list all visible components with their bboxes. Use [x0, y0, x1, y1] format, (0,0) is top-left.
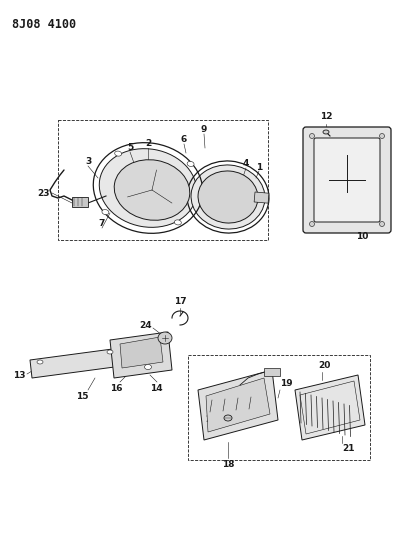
Ellipse shape	[144, 365, 152, 369]
Ellipse shape	[107, 350, 113, 354]
Text: 15: 15	[76, 392, 88, 401]
Polygon shape	[295, 375, 365, 440]
Text: 19: 19	[280, 379, 292, 388]
Text: 23: 23	[38, 189, 50, 198]
Text: 8: 8	[240, 209, 246, 219]
FancyBboxPatch shape	[314, 138, 380, 222]
Text: 24: 24	[139, 321, 152, 330]
Ellipse shape	[224, 415, 232, 421]
Ellipse shape	[114, 160, 190, 220]
Text: 1: 1	[256, 163, 262, 172]
Bar	[58, 120, 268, 240]
Ellipse shape	[198, 171, 258, 223]
Text: 4: 4	[243, 159, 249, 168]
Text: 7: 7	[99, 220, 105, 229]
Text: 12: 12	[320, 112, 332, 121]
Text: 5: 5	[127, 143, 133, 152]
Polygon shape	[110, 332, 172, 378]
Text: 10: 10	[356, 232, 368, 241]
Bar	[188, 355, 370, 460]
Ellipse shape	[191, 165, 265, 229]
Polygon shape	[30, 348, 122, 378]
Ellipse shape	[99, 149, 197, 228]
Polygon shape	[198, 370, 278, 440]
Text: 2: 2	[145, 140, 151, 149]
FancyBboxPatch shape	[303, 127, 391, 233]
Ellipse shape	[37, 360, 43, 364]
Text: 6: 6	[181, 135, 187, 144]
Ellipse shape	[310, 133, 314, 139]
Ellipse shape	[379, 222, 385, 227]
Text: 8J08 4100: 8J08 4100	[12, 18, 76, 31]
FancyBboxPatch shape	[72, 197, 88, 207]
Ellipse shape	[115, 151, 122, 156]
Text: 16: 16	[110, 384, 122, 393]
Ellipse shape	[158, 332, 172, 344]
Ellipse shape	[102, 209, 109, 215]
Ellipse shape	[310, 222, 314, 227]
Ellipse shape	[379, 133, 385, 139]
Text: 21: 21	[342, 444, 354, 453]
Polygon shape	[120, 337, 163, 368]
FancyBboxPatch shape	[264, 368, 280, 376]
Text: 13: 13	[14, 372, 26, 381]
Text: 18: 18	[222, 460, 234, 469]
Polygon shape	[206, 378, 270, 432]
Text: 17: 17	[174, 297, 186, 306]
Bar	[254, 192, 269, 203]
Text: 14: 14	[150, 384, 162, 393]
Text: 9: 9	[201, 125, 207, 134]
Text: 22: 22	[205, 416, 218, 424]
Text: 20: 20	[318, 361, 330, 370]
Text: 3: 3	[85, 157, 91, 166]
Ellipse shape	[187, 161, 194, 166]
Text: 11: 11	[345, 182, 358, 190]
Ellipse shape	[174, 220, 181, 225]
Ellipse shape	[323, 130, 329, 134]
